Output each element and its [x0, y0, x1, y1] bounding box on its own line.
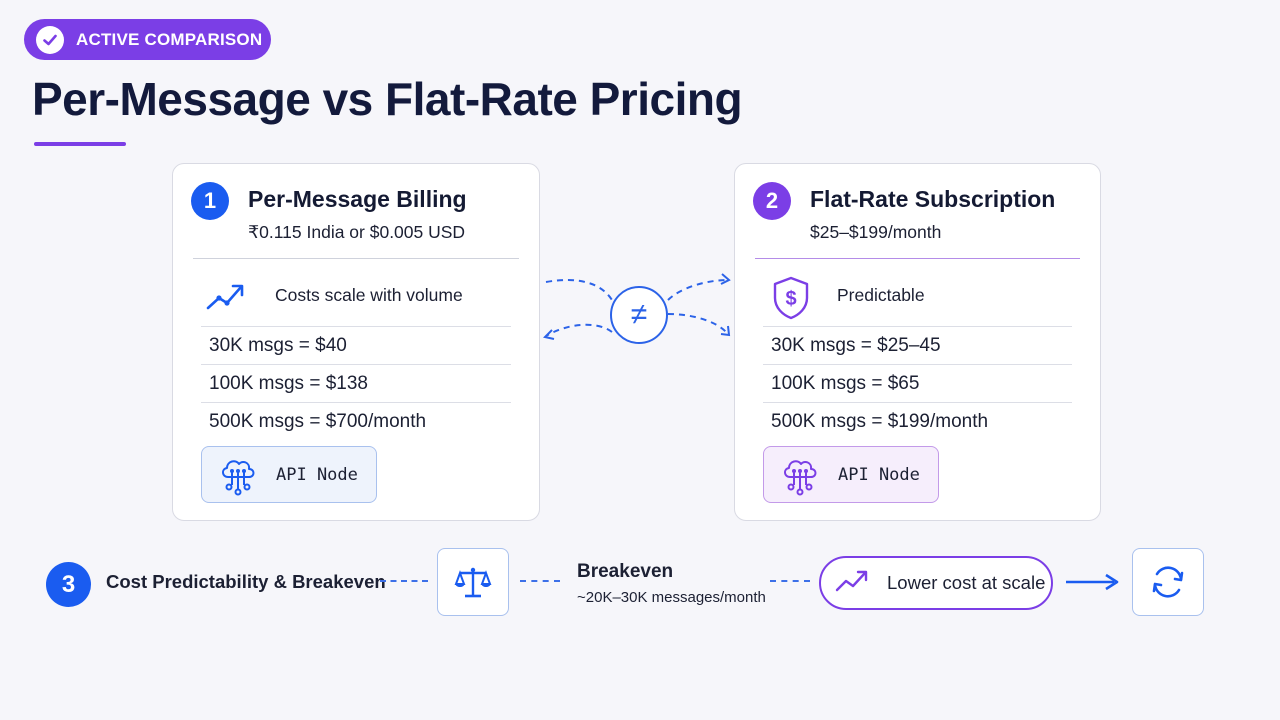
cost-row: 500K msgs = $199/month [763, 402, 1072, 440]
node-label: API Node [276, 464, 358, 485]
card-divider [755, 258, 1080, 259]
breakeven-range: ~20K–30K messages/month [577, 589, 766, 606]
not-equal-icon: ≠ [610, 286, 668, 344]
api-node-box[interactable]: API Node [763, 446, 939, 503]
trend-up-icon [203, 272, 255, 324]
svg-text:$: $ [785, 288, 796, 310]
cost-row: 30K msgs = $25–45 [763, 326, 1072, 364]
step-number-3: 3 [46, 562, 91, 607]
step-number-2: 2 [753, 182, 791, 220]
step-number-1: 1 [191, 182, 229, 220]
card-subtitle: ₹0.115 India or $0.005 USD [248, 222, 466, 242]
refresh-icon[interactable] [1132, 548, 1204, 616]
lower-cost-pill[interactable]: Lower cost at scale [819, 556, 1053, 610]
breakeven-title: Breakeven [577, 561, 674, 582]
flat-rate-card: 2 Flat-Rate Subscription $25–$199/month … [734, 163, 1101, 521]
node-label: API Node [838, 464, 920, 485]
dashed-connector [380, 580, 428, 582]
cost-row: 100K msgs = $138 [201, 364, 511, 402]
breakeven-section-label: Cost Predictability & Breakeven [106, 571, 386, 592]
api-node-box[interactable]: API Node [201, 446, 377, 503]
cloud-network-icon [778, 453, 822, 497]
arrow-right-icon [1066, 573, 1119, 591]
trend-up-icon [835, 566, 873, 601]
cloud-network-icon [216, 453, 260, 497]
shield-dollar-icon: $ [765, 272, 817, 324]
card-subtitle: $25–$199/month [810, 222, 942, 242]
dashed-connector [520, 580, 560, 582]
badge-label: ACTIVE COMPARISON [76, 29, 263, 49]
cost-row: 30K msgs = $40 [201, 326, 511, 364]
active-comparison-badge: ACTIVE COMPARISON [24, 19, 271, 60]
feature-text: Costs scale with volume [275, 285, 463, 305]
pill-label: Lower cost at scale [887, 572, 1046, 593]
comparison-connector [543, 273, 731, 340]
check-icon [36, 25, 64, 54]
cost-row: 500K msgs = $700/month [201, 402, 511, 440]
balance-scale-icon[interactable] [437, 548, 509, 616]
cost-row: 100K msgs = $65 [763, 364, 1072, 402]
card-divider [193, 258, 519, 259]
card-title: Per-Message Billing [248, 186, 467, 212]
card-title: Flat-Rate Subscription [810, 186, 1056, 212]
page-title: Per-Message vs Flat-Rate Pricing [32, 73, 743, 125]
per-message-card: 1 Per-Message Billing ₹0.115 India or $0… [172, 163, 540, 521]
feature-text: Predictable [837, 285, 925, 305]
title-underline [34, 142, 126, 146]
dashed-connector [770, 580, 810, 582]
